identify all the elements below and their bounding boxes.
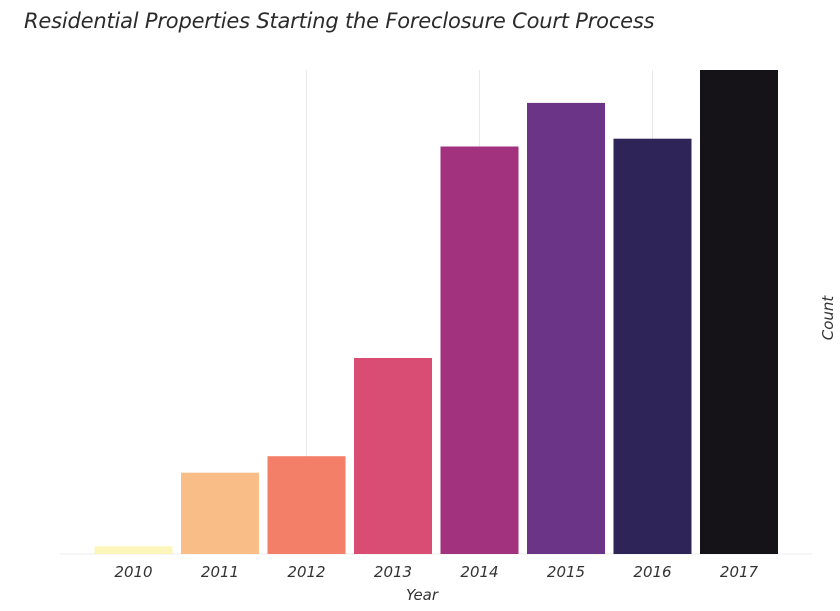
x-tick-label: 2015 (547, 563, 585, 581)
bar-2010 (94, 546, 173, 554)
x-tick-label: 2017 (720, 563, 759, 581)
x-tick-label: 2011 (201, 563, 239, 581)
x-tick-labels: 2010 2011 2012 2013 2014 2015 2016 2017 (114, 563, 758, 581)
bar-2011 (181, 472, 259, 554)
bar-2016 (613, 138, 692, 554)
bar-2014 (440, 146, 519, 554)
x-tick-label: 2010 (114, 563, 152, 581)
bar-2013 (354, 358, 432, 554)
chart-title: Residential Properties Starting the Fore… (24, 9, 655, 33)
bar-2017 (700, 70, 778, 554)
bar-2012 (267, 456, 346, 554)
bar-2015 (527, 102, 605, 555)
x-tick-label: 2012 (287, 563, 325, 581)
y-axis-label: Count (819, 295, 837, 341)
x-tick-label: 2013 (374, 563, 412, 581)
x-tick-label: 2016 (633, 563, 671, 581)
x-tick-label: 2014 (460, 563, 498, 581)
bars (94, 70, 778, 555)
x-axis-label: Year (406, 586, 439, 604)
